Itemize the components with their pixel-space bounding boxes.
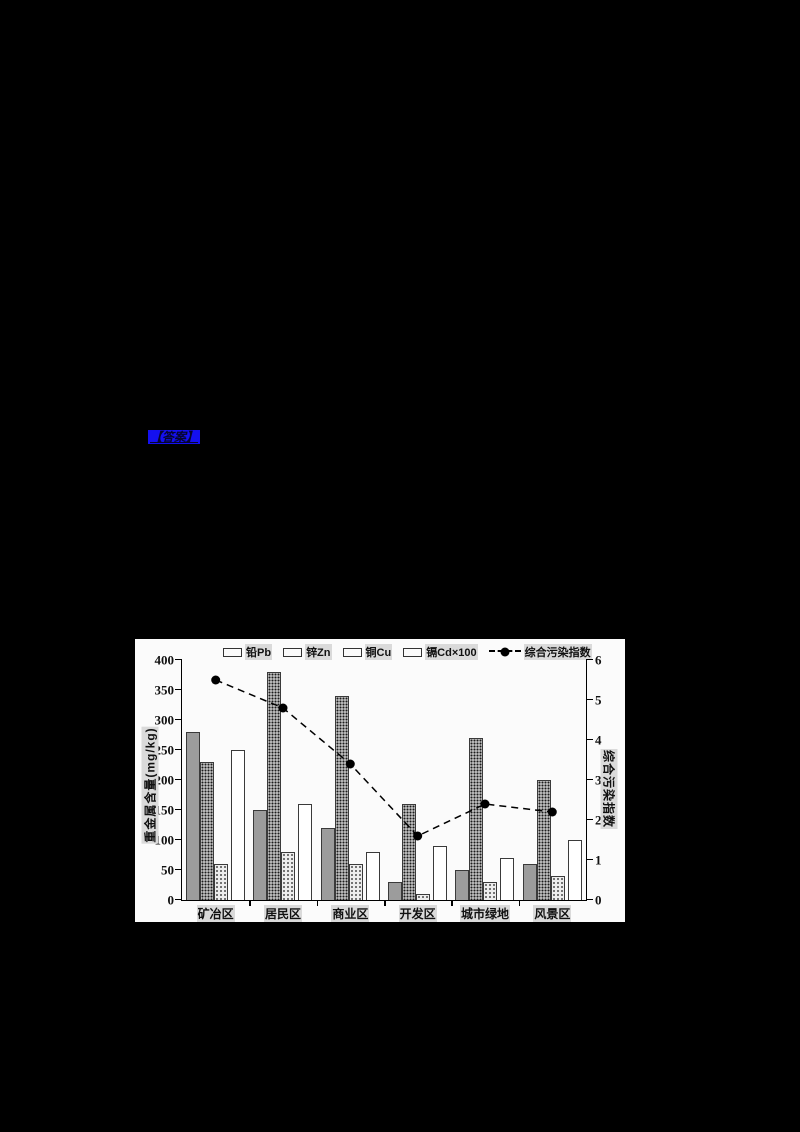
chart-panel: 铅Pb 锌Zn 铜Cu 镉Cd×100 综合污染指数 0 50 100 150 200 250 30… [135,639,625,922]
bar-group-商业区 [317,660,384,900]
right-axis-tick-label: 3 [595,772,602,788]
legend-item-3: 镉Cd×100 [403,644,478,660]
x-axis-label-商业区: 商业区 [331,905,370,922]
answer-link[interactable]: 【答案】 [148,430,201,444]
right-axis-title: 综合污染指数 [600,748,618,830]
bar-铅Pb-风景区 [522,864,537,900]
left-axis-title: 重金属含量(mg/kg) [141,726,159,844]
bar-group-居民区 [249,660,316,900]
bar-镉Cd×100-城市绿地 [500,858,515,900]
legend-label-2: 铜Cu [364,644,393,660]
bar-锌Zn-开发区 [402,804,417,900]
bar-镉Cd×100-开发区 [433,846,448,900]
legend-item-1: 锌Zn [283,644,332,660]
right-axis-tick [586,899,593,900]
left-axis-tick [175,749,182,750]
x-axis-tick [518,900,521,906]
legend-swatch-2 [342,647,362,657]
x-axis-label-风景区: 风景区 [533,905,572,922]
legend-label-0: 铅Pb [245,644,273,660]
left-axis-tick-label: 200 [154,772,175,788]
left-axis-tick [175,809,182,810]
right-axis-tick [586,779,593,780]
bar-镉Cd×100-风景区 [567,840,582,900]
legend-item-0: 铅Pb [223,644,273,660]
bar-铜Cu-居民区 [281,852,296,900]
legend-swatch-0 [223,647,242,657]
x-axis-tick [316,900,319,906]
legend-item-line: 综合污染指数 [488,644,592,660]
chart-legend: 铅Pb 锌Zn 铜Cu 镉Cd×100 综合污染指数 [223,644,592,660]
bar-铜Cu-城市绿地 [483,882,498,900]
bar-group-开发区 [384,660,451,900]
bar-group-矿冶区 [182,660,249,900]
right-axis-tick [586,659,593,660]
right-axis-tick-label: 5 [595,692,602,708]
right-axis-tick [586,699,593,700]
right-axis-tick [586,859,593,861]
left-axis-tick-label: 0 [167,892,175,908]
bar-铅Pb-商业区 [320,828,335,900]
left-axis-tick-label: 400 [154,652,175,668]
bar-锌Zn-矿冶区 [200,762,215,900]
x-axis-label-居民区: 居民区 [263,905,303,922]
bar-镉Cd×100-商业区 [365,852,380,900]
left-axis-tick [175,719,182,720]
left-axis-tick-label: 300 [154,712,175,728]
bar-锌Zn-城市绿地 [469,738,484,900]
bar-锌Zn-风景区 [536,780,551,900]
left-axis-tick [175,689,182,690]
plot-area: 0 50 100 150 200 250 300 350 400 0 1 2 3 4 5 6 矿冶区 居民区 商业区… [155,654,602,922]
right-axis-tick [586,819,593,821]
left-axis-tick-label: 250 [154,742,175,758]
x-axis-tick [384,900,386,906]
x-axis-label-矿冶区: 矿冶区 [196,905,235,922]
left-axis-tick [175,869,182,870]
legend-swatch-1 [283,647,303,657]
bar-铜Cu-矿冶区 [214,864,229,900]
bar-group-风景区 [519,660,586,900]
bar-镉Cd×100-矿冶区 [231,750,246,900]
legend-line-marker [488,647,521,657]
left-axis-tick [175,839,182,840]
bars-layer [182,660,586,900]
left-axis-tick-label: 50 [161,862,174,878]
bar-铅Pb-矿冶区 [186,732,201,900]
x-axis-label-城市绿地: 城市绿地 [459,905,511,922]
left-axis-tick [175,899,182,900]
right-axis-tick-label: 0 [595,892,602,908]
right-axis-tick-label: 2 [595,812,602,828]
bar-铜Cu-风景区 [550,876,565,900]
bar-铜Cu-商业区 [348,864,363,900]
x-axis-tick [451,900,453,906]
bar-锌Zn-居民区 [267,672,282,900]
bar-铅Pb-城市绿地 [455,870,470,900]
right-axis-tick-label: 6 [595,652,602,668]
x-axis-label-开发区: 开发区 [398,905,437,922]
legend-label-1: 锌Zn [305,644,332,660]
bar-铅Pb-居民区 [253,810,268,900]
left-axis-tick-label: 350 [154,682,175,698]
x-axis-tick [249,900,251,906]
left-axis-tick [175,779,182,780]
left-axis-tick-label: 100 [154,832,175,848]
left-axis-tick-label: 150 [154,802,175,818]
legend-item-2: 铜Cu [342,644,393,660]
legend-label-line: 综合污染指数 [523,644,592,660]
bar-镉Cd×100-居民区 [298,804,313,900]
bar-铅Pb-开发区 [388,882,403,900]
right-axis-tick-label: 4 [595,732,602,748]
right-axis-tick [586,739,593,741]
legend-label-3: 镉Cd×100 [425,644,478,660]
right-axis-tick-label: 1 [595,852,602,868]
bar-锌Zn-商业区 [334,696,349,900]
bar-group-城市绿地 [451,660,518,900]
bar-铜Cu-开发区 [416,894,431,900]
legend-swatch-3 [403,647,423,657]
left-axis-tick [175,659,182,660]
